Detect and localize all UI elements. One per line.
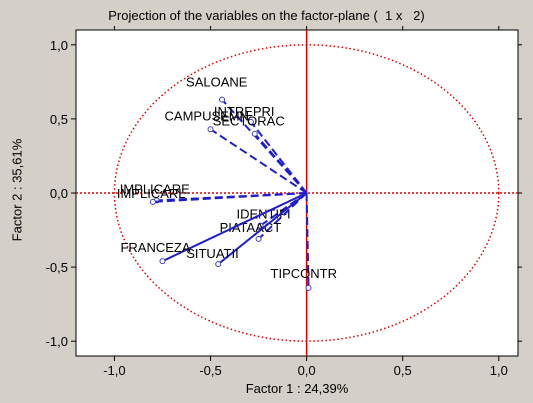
vector-piataact	[257, 192, 308, 240]
vector-sectorac	[253, 133, 308, 194]
label-franceza: FRANCEZA	[120, 240, 190, 255]
point-tipcontr	[305, 284, 312, 291]
point-implicarl	[149, 198, 156, 205]
point-intrepri	[247, 118, 254, 125]
label-implicarl: IMPLICARL	[117, 186, 186, 201]
label-campusemn: CAMPUSEMN	[165, 108, 250, 123]
x-tick-label: -1,0	[103, 363, 125, 378]
y-tick-label: 1,0	[50, 38, 68, 53]
point-situatii	[215, 261, 222, 268]
vector-saloane	[221, 98, 308, 194]
x-tick-label: -0,5	[199, 363, 221, 378]
x-tick-label: 1,0	[490, 363, 508, 378]
label-intrepri: INTREPRI	[214, 104, 275, 119]
point-piataact	[255, 235, 262, 242]
y-tick-label: 0,5	[50, 112, 68, 127]
chart-title: Projection of the variables on the facto…	[108, 8, 425, 23]
point-identifi	[257, 222, 264, 229]
label-piataact: PIATAACT	[220, 220, 282, 235]
point-campusemn	[207, 126, 214, 133]
x-axis-title: Factor 1 : 24,39%	[245, 381, 349, 396]
vector-implicarl	[152, 192, 307, 203]
label-situatii: SITUATII	[186, 246, 238, 261]
label-implicare: IMPLICARE	[120, 181, 190, 196]
point-sectorac	[251, 130, 258, 137]
point-franceza	[159, 258, 166, 265]
vector-tipcontr	[305, 192, 310, 288]
vector-franceza	[162, 192, 308, 263]
label-tipcontr: TIPCONTR	[271, 266, 337, 281]
label-saloane: SALOANE	[186, 75, 248, 90]
vector-identifi	[259, 192, 308, 227]
y-tick-label: 0,0	[50, 186, 68, 201]
y-tick-label: -1,0	[46, 334, 68, 349]
x-tick-label: 0,0	[298, 363, 316, 378]
x-tick-label: 0,5	[394, 363, 412, 378]
y-tick-label: -0,5	[46, 260, 68, 275]
label-sectorac: SECTORAC	[213, 114, 285, 129]
point-saloane	[219, 96, 226, 103]
vector-situatii	[217, 192, 308, 265]
vector-campusemn	[209, 128, 308, 194]
